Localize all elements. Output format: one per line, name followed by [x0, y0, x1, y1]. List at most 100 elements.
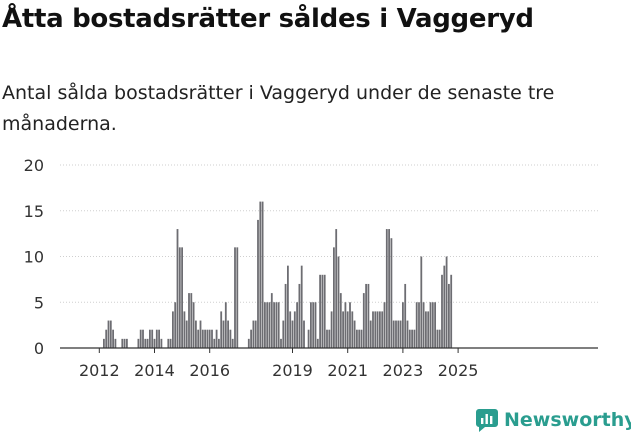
bar: [367, 283, 370, 348]
bar: [399, 320, 402, 348]
bar-chart: 0 5 10 15 20 2012 2014 2016 2019 2021 2023 2025 8: [24, 150, 598, 380]
y-tick-label: 20: [24, 156, 44, 175]
bar: [383, 302, 386, 348]
bar: [222, 320, 225, 348]
y-tick-label: 15: [24, 202, 44, 221]
bar: [333, 247, 335, 348]
newsworthy-brand[interactable]: Newsworthy: [476, 408, 631, 432]
bar: [247, 338, 250, 348]
bar: [321, 274, 324, 348]
bar: [420, 256, 423, 348]
bar: [213, 338, 216, 348]
bar: [215, 329, 218, 348]
bar: [310, 302, 312, 348]
bar: [411, 329, 413, 348]
bar: [337, 256, 340, 348]
bar: [142, 329, 144, 348]
bar: [190, 293, 193, 348]
bar: [314, 302, 317, 348]
bar: [197, 329, 200, 348]
bar: [107, 320, 110, 348]
data-label: 8: [461, 150, 471, 154]
bar: [250, 329, 252, 348]
bar: [293, 311, 296, 348]
chart-subtitle: Antal sålda bostadsrätter i Vaggeryd und…: [2, 82, 555, 135]
bar: [105, 329, 108, 348]
bar: [287, 265, 289, 348]
bar: [268, 302, 271, 348]
bar: [257, 219, 259, 348]
bar: [388, 229, 390, 348]
x-tick-label: 2014: [134, 361, 175, 380]
bar: [450, 274, 453, 348]
bar: [123, 338, 126, 348]
bar: [362, 293, 365, 348]
bar: [169, 338, 172, 348]
bar: [443, 265, 446, 348]
bar: [204, 329, 206, 348]
bar: [328, 329, 331, 348]
bar: [192, 302, 195, 348]
bar: [356, 329, 358, 348]
bar: [264, 302, 266, 348]
bar: [195, 320, 197, 348]
bar: [284, 283, 287, 348]
bar: [266, 302, 269, 348]
bar: [139, 329, 142, 348]
bar: [259, 201, 262, 348]
bar: [418, 302, 420, 348]
bar: [114, 338, 117, 348]
bar: [300, 265, 303, 348]
bar: [353, 320, 356, 348]
bar: [174, 302, 177, 348]
bar: [227, 320, 229, 348]
bar: [431, 302, 434, 348]
bar: [372, 311, 374, 348]
bar: [167, 338, 170, 348]
bar: [445, 256, 448, 348]
bar: [339, 293, 342, 348]
bar: [282, 320, 285, 348]
bar: [273, 302, 275, 348]
bar: [390, 238, 393, 348]
bar: [224, 302, 227, 348]
x-tick-label: 2025: [438, 361, 479, 380]
bar: [261, 201, 264, 348]
bar: [323, 274, 326, 348]
bar: [277, 302, 280, 348]
bar: [252, 320, 255, 348]
bar: [425, 311, 427, 348]
bar: [160, 338, 163, 348]
bar: [155, 329, 158, 348]
bar: [427, 311, 430, 348]
bar: [176, 229, 179, 348]
x-tick-label: 2019: [272, 361, 313, 380]
bar: [374, 311, 377, 348]
bar: [415, 302, 418, 348]
x-tick-label: 2021: [327, 361, 368, 380]
bar: [379, 311, 381, 348]
bar: [208, 329, 211, 348]
bar: [397, 320, 400, 348]
bar: [448, 283, 450, 348]
bar: [220, 311, 223, 348]
bar: [385, 229, 388, 348]
bar: [231, 338, 234, 348]
bar: [254, 320, 257, 348]
bar: [349, 302, 351, 348]
bar: [342, 311, 344, 348]
bar: [429, 302, 432, 348]
bar: [188, 293, 190, 348]
bar: [335, 229, 338, 348]
bar: [218, 338, 220, 348]
bar: [185, 320, 188, 348]
bar: [402, 302, 404, 348]
bar: [369, 320, 372, 348]
bar: [365, 283, 367, 348]
bar: [289, 311, 292, 348]
bar: [358, 329, 361, 348]
bar: [434, 302, 436, 348]
y-tick-label: 5: [34, 293, 44, 312]
bar: [406, 320, 409, 348]
bar: [234, 247, 236, 348]
